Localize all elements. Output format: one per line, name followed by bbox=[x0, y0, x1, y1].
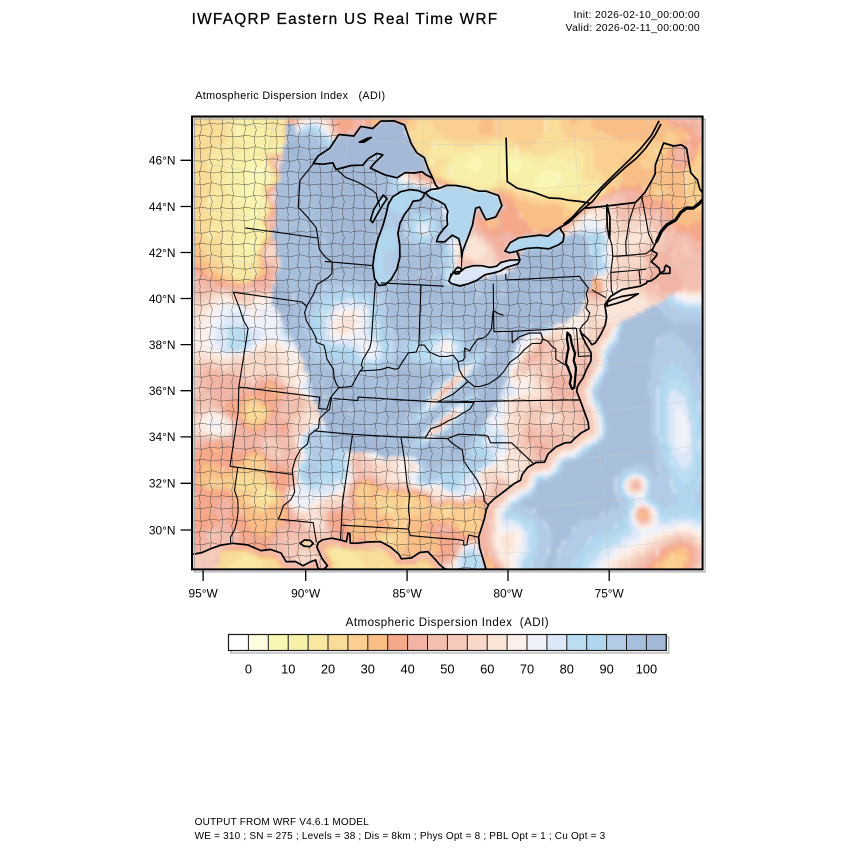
svg-text:44°N: 44°N bbox=[149, 200, 176, 214]
svg-text:40: 40 bbox=[400, 662, 414, 677]
svg-text:40°N: 40°N bbox=[149, 292, 176, 306]
svg-text:OUTPUT FROM WRF V4.6.1 MODEL: OUTPUT FROM WRF V4.6.1 MODEL bbox=[195, 817, 370, 828]
svg-text:90: 90 bbox=[599, 662, 613, 677]
svg-text:30: 30 bbox=[361, 662, 375, 677]
svg-text:80: 80 bbox=[560, 662, 574, 677]
svg-text:42°N: 42°N bbox=[149, 246, 176, 260]
svg-text:Init: 2026-02-10_00:00:00: Init: 2026-02-10_00:00:00 bbox=[573, 10, 700, 21]
svg-text:80°W: 80°W bbox=[493, 587, 523, 601]
svg-text:90°W: 90°W bbox=[291, 587, 321, 601]
svg-text:0: 0 bbox=[245, 662, 252, 677]
svg-text:32°N: 32°N bbox=[149, 477, 176, 491]
svg-text:36°N: 36°N bbox=[149, 384, 176, 398]
svg-text:50: 50 bbox=[440, 662, 454, 677]
svg-text:75°W: 75°W bbox=[595, 587, 625, 601]
svg-text:46°N: 46°N bbox=[149, 154, 176, 168]
svg-text:10: 10 bbox=[281, 662, 295, 677]
svg-text:70: 70 bbox=[520, 662, 534, 677]
svg-text:34°N: 34°N bbox=[149, 430, 176, 444]
svg-text:85°W: 85°W bbox=[392, 587, 422, 601]
svg-text:Valid: 2026-02-11_00:00:00: Valid: 2026-02-11_00:00:00 bbox=[565, 23, 700, 34]
svg-text:95°W: 95°W bbox=[188, 587, 218, 601]
svg-text:20: 20 bbox=[321, 662, 335, 677]
svg-text:60: 60 bbox=[480, 662, 494, 677]
svg-text:Atmospheric Dispersion Index: Atmospheric Dispersion Index (ADI) bbox=[346, 617, 549, 629]
svg-text:IWFAQRP Eastern US Real Time W: IWFAQRP Eastern US Real Time WRF bbox=[192, 11, 499, 28]
svg-text:38°N: 38°N bbox=[149, 338, 176, 352]
svg-text:WE = 310 ; SN = 275 ; Levels =: WE = 310 ; SN = 275 ; Levels = 38 ; Dis … bbox=[195, 831, 606, 842]
svg-text:100: 100 bbox=[636, 662, 657, 677]
svg-text:30°N: 30°N bbox=[149, 523, 176, 537]
svg-text:Atmospheric Dispersion Index: Atmospheric Dispersion Index (ADI) bbox=[195, 90, 385, 102]
